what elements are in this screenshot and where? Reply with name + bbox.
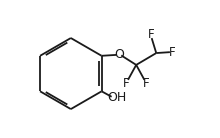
Text: F: F bbox=[143, 77, 150, 90]
Text: F: F bbox=[123, 77, 130, 90]
Text: F: F bbox=[147, 28, 154, 41]
Text: OH: OH bbox=[107, 91, 127, 104]
Text: F: F bbox=[169, 46, 176, 59]
Text: O: O bbox=[114, 48, 124, 61]
